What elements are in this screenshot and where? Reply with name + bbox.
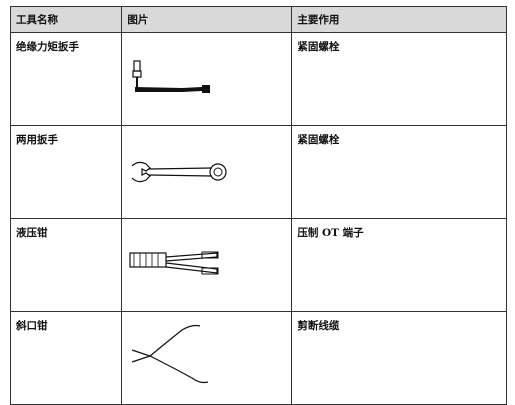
tool-use: 剪断线缆 [291,311,507,405]
document: 工具名称 图片 主要作用 绝缘力矩扳手 紧固螺栓 两用扳手 紧固螺栓 液压钳 压… [9,6,507,405]
header-cell: 工具名称 [9,6,123,33]
tool-table: 工具名称 图片 主要作用 绝缘力矩扳手 紧固螺栓 两用扳手 紧固螺栓 液压钳 压… [9,6,507,405]
tool-name: 两用扳手 [9,125,123,219]
hydraulic-crimper-icon [129,251,219,275]
row: 斜口钳 剪断线缆 [9,311,507,405]
header-cell: 图片 [121,6,293,33]
row: 液压钳 压制 OT 端子 [9,218,507,312]
tool-name: 斜口钳 [9,311,123,405]
row: 两用扳手 紧固螺栓 [9,125,507,219]
row: 绝缘力矩扳手 紧固螺栓 [9,32,507,126]
tool-use: 紧固螺栓 [291,32,507,126]
combination-wrench-icon [131,161,227,183]
tool-picture [121,311,293,405]
diagonal-pliers-icon [132,324,209,384]
tool-picture [121,125,293,219]
tool-name: 绝缘力矩扳手 [9,32,123,126]
tool-name: 液压钳 [9,218,123,312]
header-cell: 主要作用 [291,6,507,33]
tool-use: 压制 OT 端子 [291,218,507,312]
header-row: 工具名称 图片 主要作用 [9,6,507,33]
tool-picture [121,32,293,126]
tool-picture [121,218,293,312]
tool-use: 紧固螺栓 [291,125,507,219]
torque-wrench-icon [132,60,211,93]
